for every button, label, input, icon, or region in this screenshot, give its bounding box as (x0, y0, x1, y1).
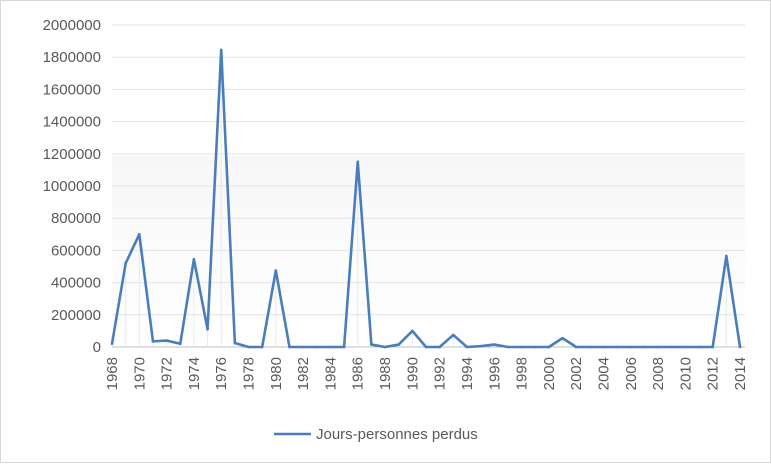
drop-lines (111, 49, 727, 347)
data-point (274, 269, 278, 272)
x-tick-label: 1974 (186, 357, 203, 390)
data-point (411, 329, 414, 333)
x-tick-label: 2010 (677, 357, 694, 390)
legend: Jours-personnes perdus (274, 426, 478, 443)
data-point (533, 345, 537, 349)
y-tick-label: 1400000 (43, 114, 101, 131)
data-point (711, 345, 714, 349)
x-tick-label: 2002 (568, 357, 585, 390)
data-point (574, 345, 578, 349)
x-tick-label: 2000 (541, 357, 558, 390)
data-point (547, 345, 551, 349)
x-axis-ticks: 1968 1970 1972 1974 1976 1978 1980 1982 1984 1986… (104, 357, 749, 390)
x-tick-label: 1984 (322, 357, 339, 390)
x-tick-label: 2012 (705, 357, 722, 390)
x-tick-label: 2004 (595, 357, 612, 390)
x-tick-label: 1994 (459, 357, 476, 390)
y-tick-label: 2000000 (43, 17, 101, 34)
data-point (219, 48, 223, 52)
data-point (397, 343, 400, 346)
data-point (288, 345, 291, 349)
x-tick-label: 2014 (732, 357, 749, 390)
data-point (629, 345, 633, 349)
data-point (233, 341, 237, 345)
data-point (670, 345, 674, 349)
x-tick-label: 1988 (377, 357, 394, 390)
data-point (479, 344, 482, 348)
x-tick-label: 1970 (131, 357, 148, 390)
x-tick-label: 1980 (268, 357, 285, 390)
data-point (452, 333, 455, 337)
data-point (206, 327, 209, 331)
y-tick-label: 200000 (51, 307, 101, 324)
x-tick-label: 1982 (295, 357, 312, 390)
y-tick-label: 400000 (51, 275, 101, 292)
data-point (383, 345, 387, 349)
x-tick-label: 1978 (241, 357, 258, 390)
y-tick-label: 1200000 (43, 146, 101, 163)
legend-label: Jours-personnes perdus (316, 426, 478, 443)
data-point (342, 345, 346, 349)
x-tick-label: 2008 (650, 357, 667, 390)
data-point (356, 160, 360, 164)
data-point (492, 343, 496, 346)
data-point (124, 261, 127, 265)
x-tick-label: 1976 (213, 357, 230, 390)
x-tick-label: 1990 (404, 357, 421, 390)
data-point (643, 345, 646, 349)
y-tick-label: 600000 (51, 242, 101, 259)
data-point (165, 339, 168, 342)
data-point (561, 336, 564, 340)
data-point (178, 342, 182, 346)
data-point (329, 345, 332, 349)
x-tick-label: 1968 (104, 357, 121, 390)
data-point (192, 257, 196, 261)
data-point (151, 340, 155, 343)
x-tick-label: 1996 (486, 357, 503, 390)
x-tick-label: 2006 (623, 357, 640, 390)
data-point (725, 254, 728, 258)
data-point (110, 342, 114, 346)
data-point (602, 345, 605, 349)
series-group (110, 48, 742, 349)
data-point (615, 345, 619, 349)
data-point (697, 345, 701, 349)
x-tick-label: 1972 (159, 357, 176, 390)
y-tick-label: 1600000 (43, 81, 101, 98)
y-tick-label: 1000000 (43, 178, 101, 195)
data-point (588, 345, 592, 349)
data-point (260, 345, 264, 349)
data-point (438, 345, 441, 349)
data-point (247, 345, 250, 349)
y-tick-label: 800000 (51, 210, 101, 227)
data-point (138, 233, 141, 236)
data-point (424, 345, 428, 349)
data-point (315, 345, 319, 349)
y-tick-label: 0 (93, 339, 101, 356)
data-point (684, 345, 687, 349)
x-tick-label: 1998 (514, 357, 531, 390)
y-tick-label: 1800000 (43, 49, 101, 66)
data-point (738, 345, 742, 349)
x-tick-label: 1986 (350, 357, 367, 390)
data-point (301, 345, 305, 349)
data-point (506, 345, 510, 349)
x-tick-label: 1992 (432, 357, 449, 390)
data-point (520, 345, 523, 349)
data-point (465, 345, 469, 349)
data-point (656, 345, 660, 349)
data-point (370, 343, 373, 346)
y-axis-ticks: 0 200000 400000 600000 800000 1000000 1200000 1… (43, 17, 101, 356)
